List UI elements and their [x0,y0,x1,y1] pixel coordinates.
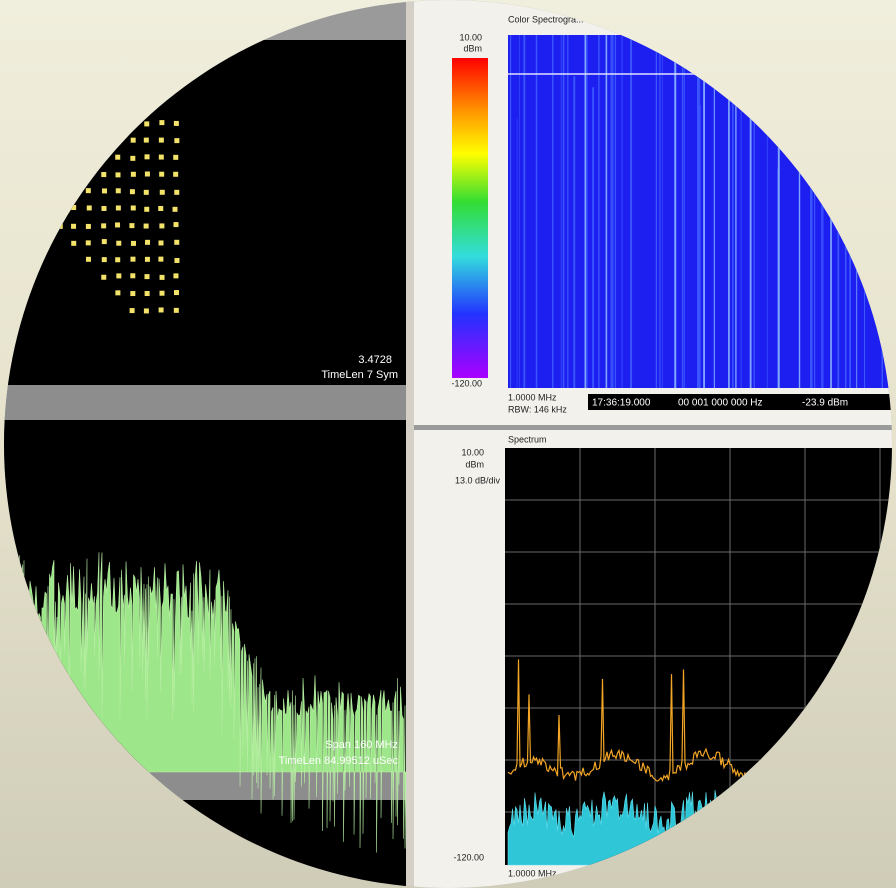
colorbar-bottom: -120.00 [451,378,482,388]
constellation-point [101,275,106,280]
constellation-point [174,240,179,245]
constellation-point [86,188,91,193]
constellation-point [71,241,76,246]
constellation-point [174,290,179,295]
constellation-point [144,224,149,229]
constellation-point [160,291,165,296]
constellation-point [174,121,179,126]
constellation-point [130,291,135,296]
constellation-point [130,156,135,161]
constellation-point [102,257,107,262]
constellation-point [159,223,164,228]
constellation-point [86,240,91,245]
constellation-point [174,138,179,143]
constellation-point [158,240,163,245]
rbw: RBW: 146 kHz [508,404,567,414]
constellation-point [159,155,164,160]
page: 3.4728 TimeLen 7 Sym Span 160 MHz TimeLe… [0,0,896,888]
constellation-point [102,188,107,193]
constellation-point [116,273,121,278]
constellation-point [159,307,164,312]
start-frequency: 1.0000 MHz [508,392,557,402]
constellation-point [145,240,150,245]
colorbar-top: 10.00 [459,32,482,42]
spectrum-unit: dBm [465,459,484,469]
constellation-point [173,207,178,212]
spectrum-title: Spectrum [508,434,547,444]
constellation-point [101,172,106,177]
constellation-timelen: TimeLen 7 Sym [321,369,398,381]
constellation-point [159,172,164,177]
constellation-point [130,273,135,278]
constellation-point [173,222,178,227]
constellation-point [131,205,136,210]
constellation-point [131,241,136,246]
constellation-point [174,258,179,263]
constellation-point [115,257,120,262]
constellation-point [144,308,149,313]
color-scale [452,58,488,378]
constellation-point [131,172,136,177]
constellation-point [102,239,107,244]
constellation-point [86,224,91,229]
status-time: 17:36:19.000 [592,398,651,409]
constellation-point [115,222,120,227]
constellation-point [159,138,164,143]
constellation-point [101,223,106,228]
spectrum-bottom: -120.00 [453,852,484,862]
constellation-point [144,121,149,126]
colorbar-unit: dBm [463,43,482,53]
constellation-point [129,223,134,228]
constellation-value: 3.4728 [358,354,392,366]
constellation-point [86,257,91,262]
constellation-point [159,120,164,125]
constellation-point [130,308,135,313]
constellation-point [160,275,165,280]
constellation-point [115,290,120,295]
constellation-point [173,172,178,177]
constellation-point [174,308,179,313]
constellation-point [87,205,92,210]
screenshot: 3.4728 TimeLen 7 Sym Span 160 MHz TimeLe… [0,0,896,888]
spectrum-scale: 13.0 dB/div [455,475,501,485]
constellation-point [145,154,150,159]
constellation-point [101,206,106,211]
constellation-point [144,207,149,212]
constellation-point [160,190,165,195]
span-label: Span 160 MHz [325,739,398,751]
screen: 3.4728 TimeLen 7 Sym Span 160 MHz TimeLe… [0,0,896,888]
constellation-point [115,155,120,160]
constellation-point [173,273,178,278]
constellation-point [174,190,179,195]
constellation-point [71,224,76,229]
status-level: -23.9 dBm [802,398,848,409]
constellation-point [144,190,149,195]
constellation-point [145,257,150,262]
constellation-point [173,155,178,160]
constellation-point [144,274,149,279]
constellation-point [116,241,121,246]
timelen-label: TimeLen 84.99512 uSec [279,755,399,767]
constellation-point [116,188,121,193]
constellation-point [144,138,149,143]
status-frequency: 00 001 000 000 Hz [678,398,763,409]
spectrum-top: 10.00 [461,447,484,457]
constellation-point [130,257,135,262]
constellation-point [131,138,136,143]
constellation-point [116,205,121,210]
constellation-point [145,172,150,177]
constellation-point [158,257,163,262]
constellation-point [145,291,150,296]
constellation-point [130,189,135,194]
constellation-point [116,172,121,177]
constellation-point [158,206,163,211]
